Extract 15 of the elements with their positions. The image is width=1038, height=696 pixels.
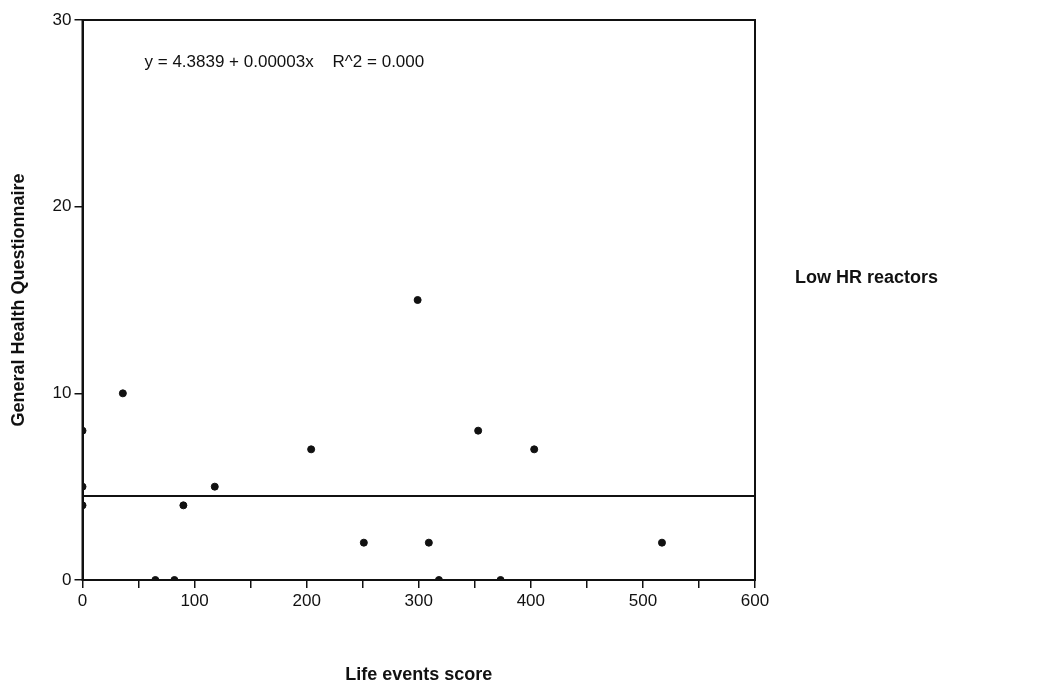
y-tick-label: 30 bbox=[52, 9, 72, 29]
y-tick-label: 0 bbox=[62, 569, 72, 589]
x-tick-label: 500 bbox=[628, 590, 658, 610]
x-tick-label: 100 bbox=[180, 590, 209, 610]
x-tick-label: 300 bbox=[404, 590, 433, 610]
x-axis-title: Life events score bbox=[345, 664, 493, 685]
x-tick-label: 600 bbox=[740, 590, 770, 610]
x-tick-label: 400 bbox=[516, 590, 546, 610]
annotation: y = 4.3839 + 0.00003x R^2 = 0.000 bbox=[144, 51, 425, 71]
y-tick-label: 10 bbox=[52, 383, 72, 403]
y-axis-title: General Health Questionnaire bbox=[7, 173, 28, 427]
text: Low HR reactors bbox=[795, 266, 939, 287]
y-tick-label: 20 bbox=[52, 196, 72, 216]
x-tick-label: 0 bbox=[77, 590, 88, 610]
x-tick-label: 200 bbox=[292, 590, 321, 610]
